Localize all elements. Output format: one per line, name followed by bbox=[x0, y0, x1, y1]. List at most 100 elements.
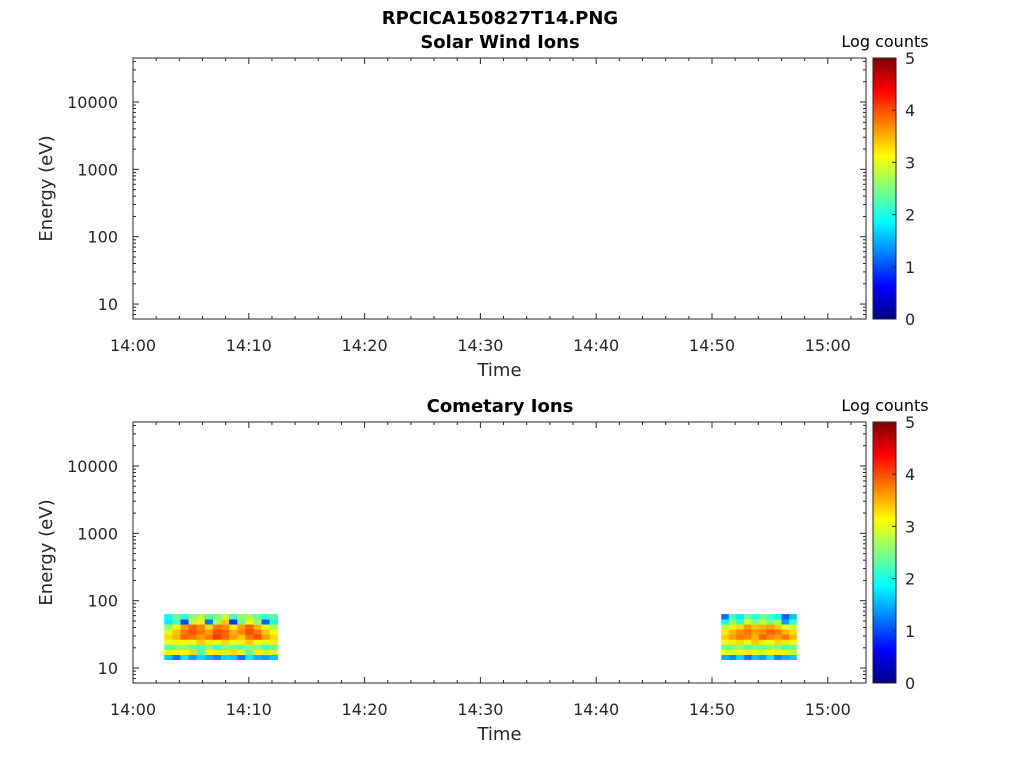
heatmap-cell bbox=[180, 639, 189, 645]
heatmap-cell bbox=[164, 624, 173, 630]
heatmap-cell bbox=[781, 629, 790, 635]
heatmap-cell bbox=[180, 629, 189, 635]
heatmap-cell bbox=[196, 634, 206, 640]
heatmap-cell bbox=[788, 649, 797, 655]
x-tick-label: 14:30 bbox=[457, 700, 503, 719]
y-tick-label: 100 bbox=[87, 592, 118, 611]
heatmap-cell bbox=[237, 644, 246, 650]
heatmap-cell bbox=[261, 654, 270, 661]
heatmap-cell bbox=[180, 634, 189, 640]
heatmap-cell bbox=[237, 624, 246, 630]
heatmap-cell bbox=[253, 629, 262, 635]
heatmap-cell bbox=[204, 619, 214, 625]
heatmap-cell bbox=[736, 619, 745, 625]
heatmap-cell bbox=[781, 644, 790, 650]
heatmap-cell bbox=[788, 619, 797, 625]
heatmap-cell bbox=[743, 649, 752, 655]
heatmap-cell bbox=[758, 639, 767, 645]
heatmap-cell bbox=[212, 634, 222, 640]
heatmap-cell bbox=[245, 654, 254, 661]
heatmap-cell bbox=[773, 624, 782, 630]
heatmap-cell bbox=[269, 619, 279, 625]
heatmap-cell bbox=[237, 649, 246, 655]
heatmap-cell bbox=[180, 624, 189, 630]
heatmap-cell bbox=[229, 634, 238, 640]
heatmap-cell bbox=[781, 639, 790, 645]
heatmap-cell bbox=[229, 624, 238, 630]
heatmap-cell bbox=[758, 644, 767, 650]
heatmap-cell bbox=[204, 649, 214, 655]
heatmap-cell bbox=[204, 634, 214, 640]
heatmap-cell bbox=[245, 639, 254, 645]
heatmap-cell bbox=[196, 649, 206, 655]
heatmap-cell bbox=[736, 649, 745, 655]
colorbar bbox=[872, 57, 897, 320]
heatmap-cell bbox=[253, 654, 262, 661]
colorbar-tick-label: 1 bbox=[905, 622, 915, 641]
heatmap-cell bbox=[721, 614, 730, 620]
heatmap-cell bbox=[172, 644, 181, 650]
heatmap-cell bbox=[736, 639, 745, 645]
heatmap-cell bbox=[253, 649, 262, 655]
heatmap-cell bbox=[237, 654, 246, 661]
x-tick-label: 14:10 bbox=[226, 700, 272, 719]
heatmap-cell bbox=[261, 634, 270, 640]
heatmap-cell bbox=[188, 639, 197, 645]
heatmap-cell bbox=[221, 654, 230, 661]
heatmap-cell bbox=[781, 619, 790, 625]
heatmap-cell bbox=[164, 629, 173, 635]
heatmap-cell bbox=[261, 629, 270, 635]
heatmap-cell bbox=[188, 644, 197, 650]
heatmap-cell bbox=[164, 634, 173, 640]
heatmap-cell bbox=[188, 614, 197, 620]
heatmap-cell bbox=[172, 654, 181, 661]
heatmap-cell bbox=[743, 614, 752, 620]
heatmap-cell bbox=[269, 629, 279, 635]
x-tick-label: 14:00 bbox=[110, 336, 156, 355]
colorbar-tick-label: 3 bbox=[905, 517, 915, 536]
y-axis-label: Energy (eV) bbox=[36, 135, 57, 241]
x-tick-label: 14:50 bbox=[689, 700, 735, 719]
heatmap-cell bbox=[773, 654, 782, 661]
heatmap-cell bbox=[221, 639, 230, 645]
heatmap-cell bbox=[743, 624, 752, 630]
heatmap-cell bbox=[261, 649, 270, 655]
heatmap-cell bbox=[743, 629, 752, 635]
y-tick-label: 10000 bbox=[67, 457, 118, 476]
heatmap-cell bbox=[237, 629, 246, 635]
heatmap-cell bbox=[188, 624, 197, 630]
heatmap-cell bbox=[229, 644, 238, 650]
heatmap-cell bbox=[204, 629, 214, 635]
heatmap-cell bbox=[736, 614, 745, 620]
heatmap-cell bbox=[773, 649, 782, 655]
heatmap-cell bbox=[781, 649, 790, 655]
heatmap-cell bbox=[188, 654, 197, 661]
heatmap-cell bbox=[728, 649, 737, 655]
heatmap-cell bbox=[788, 629, 797, 635]
colorbar-label: Log counts bbox=[841, 32, 928, 51]
y-tick-label: 10 bbox=[98, 659, 118, 678]
heatmap-cell bbox=[172, 629, 181, 635]
heatmap-cell bbox=[164, 644, 173, 650]
heatmap-cell bbox=[196, 614, 206, 620]
x-tick-label: 14:20 bbox=[342, 336, 388, 355]
heatmap-cell bbox=[743, 644, 752, 650]
heatmap-cell bbox=[180, 614, 189, 620]
colorbar-tick-label: 2 bbox=[905, 206, 915, 225]
heatmap-cell bbox=[253, 624, 262, 630]
heatmap-cell bbox=[212, 614, 222, 620]
heatmap-cell bbox=[204, 614, 214, 620]
heatmap-cell bbox=[728, 619, 737, 625]
heatmap-cell bbox=[766, 644, 775, 650]
heatmap-cell bbox=[196, 624, 206, 630]
y-tick-label: 10000 bbox=[67, 93, 118, 112]
x-tick-label: 14:20 bbox=[342, 700, 388, 719]
heatmap-cell bbox=[773, 614, 782, 620]
heatmap-cell bbox=[751, 619, 760, 625]
heatmap-cell bbox=[221, 614, 230, 620]
heatmap-cell bbox=[164, 619, 173, 625]
heatmap-cell bbox=[164, 639, 173, 645]
heatmap-cell bbox=[743, 619, 752, 625]
colorbar bbox=[872, 421, 897, 684]
